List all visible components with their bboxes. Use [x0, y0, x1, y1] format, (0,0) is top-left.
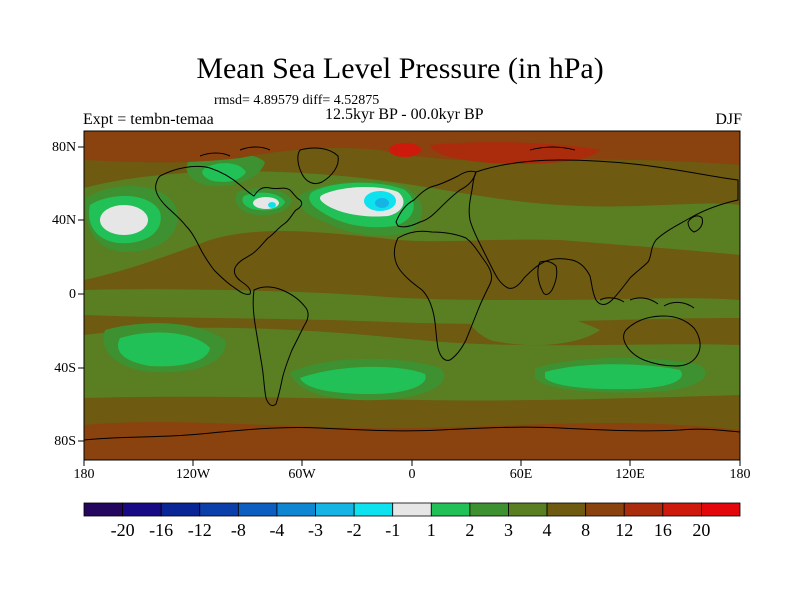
colorbar-label: -1	[385, 520, 401, 540]
coast-north-america	[155, 165, 303, 295]
colorbar-swatch	[585, 502, 625, 517]
colorbar-label: 3	[503, 520, 513, 540]
coast-greenland	[297, 147, 339, 185]
contour-band-negative	[268, 191, 396, 211]
colorbar-swatch	[662, 502, 702, 517]
period-label: 12.5kyr BP - 00.0kyr BP	[325, 106, 484, 123]
coast-asia	[468, 159, 739, 305]
lon-label-180e: 180	[729, 467, 751, 482]
lon-label-180w: 180	[73, 467, 95, 482]
hudson-low	[268, 202, 276, 208]
lat-label-80n: 80N	[52, 140, 77, 155]
south-pacific-2-3	[118, 332, 210, 367]
lat-label-40s: 40S	[54, 361, 76, 376]
north-pacific-near-zero	[100, 205, 148, 235]
colorbar-swatch	[392, 502, 432, 517]
colorbar-label: 20	[692, 520, 711, 540]
map-title: Mean Sea Level Pressure (in hPa)	[196, 52, 604, 85]
colorbar-label: -8	[230, 520, 246, 540]
colorbar-swatch	[199, 502, 239, 517]
lon-label-0: 0	[408, 467, 416, 482]
colorbar-swatch	[546, 502, 587, 517]
indian-ocean-patch	[468, 308, 600, 346]
colorbar-swatch	[353, 502, 394, 517]
colorbar-swatch	[276, 502, 316, 517]
colorbar-swatch	[430, 502, 471, 517]
colorbar-label: -12	[187, 520, 212, 540]
siberia-high-12	[430, 142, 600, 164]
colorbar-swatch	[469, 502, 509, 517]
coast-maritime-continent	[599, 297, 695, 309]
colorbar-swatch	[83, 502, 123, 517]
coast-south-america	[252, 286, 309, 407]
colorbar-swatch	[237, 502, 278, 517]
colorbar-swatch	[508, 502, 548, 517]
colorbar-label: -20	[110, 520, 135, 540]
antarctic-high-12	[84, 422, 740, 460]
colorbar	[83, 502, 741, 517]
contour-band-high	[84, 131, 740, 460]
coast-arctic-islands	[199, 146, 576, 157]
experiment-label: Expt = tembn-temaa	[83, 111, 214, 128]
colorbar-label: -2	[346, 520, 362, 540]
south-atlantic-2-3	[300, 366, 426, 394]
colorbar-label: 4	[542, 520, 552, 540]
colorbar-label: 16	[653, 520, 672, 540]
colorbar-label: 2	[465, 520, 475, 540]
colorbar-label: -3	[308, 520, 324, 540]
colorbar-label: 1	[426, 520, 436, 540]
coast-india	[537, 260, 558, 295]
hudson-near-zero	[253, 197, 279, 209]
colorbar-swatch	[315, 502, 355, 517]
colorbar-label: -4	[269, 520, 285, 540]
pressure-field	[83, 130, 741, 461]
coast-africa	[393, 230, 493, 361]
colorbar-swatch	[160, 502, 201, 517]
lon-label-120e: 120E	[615, 467, 645, 482]
lon-label-60e: 60E	[509, 467, 533, 482]
colorbar-label: 8	[581, 520, 591, 540]
south-indian-2-3	[545, 364, 682, 390]
colorbar-swatch	[623, 502, 664, 517]
lat-label-80s: 80S	[54, 434, 76, 449]
coastlines	[83, 146, 741, 441]
atlantic-low-inner	[375, 198, 389, 208]
colorbar-swatch	[701, 502, 741, 517]
tropical-pacific-band	[84, 289, 740, 324]
lat-label-40n: 40N	[52, 213, 77, 228]
greenland-2-3	[202, 163, 246, 182]
lon-label-60w: 60W	[288, 467, 316, 482]
colorbar-label: 12	[615, 520, 634, 540]
colorbar-swatch	[122, 502, 162, 517]
axis-ticks	[78, 146, 741, 466]
lon-label-120w: 120W	[175, 467, 211, 482]
arctic-high-20	[389, 143, 421, 157]
coast-australia	[623, 315, 701, 367]
lat-label-equator: 0	[69, 287, 76, 302]
season-label: DJF	[715, 111, 742, 128]
colorbar-label: -16	[149, 520, 174, 540]
coast-antarctica	[83, 426, 741, 441]
stats-label: rmsd= 4.89579 diff= 4.52875	[214, 93, 380, 108]
coast-japan	[687, 215, 703, 233]
